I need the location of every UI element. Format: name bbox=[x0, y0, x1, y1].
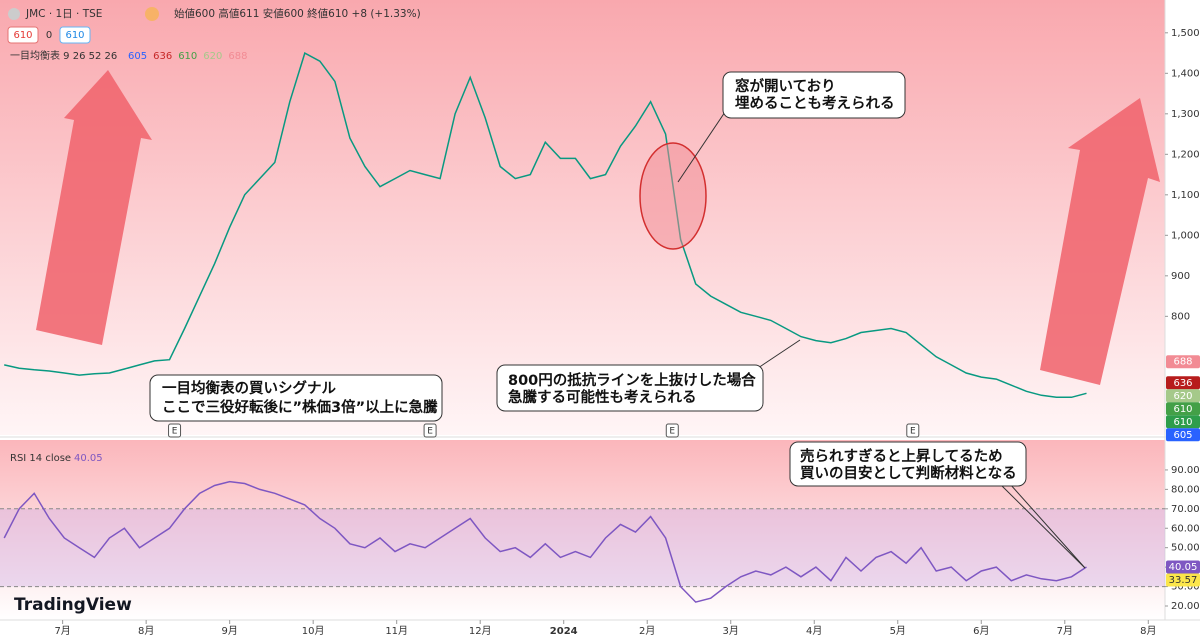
y-tick-label: 1,300 bbox=[1171, 109, 1200, 120]
up-arrow bbox=[1040, 98, 1160, 385]
annotation: 買いの目安として判断材料となる bbox=[800, 464, 1017, 482]
x-tick-label: 12月 bbox=[469, 625, 492, 637]
grid: 800 900 1,000 1,100 1,200 1,300 1,400 1,500 20.0… bbox=[0, 28, 1200, 637]
rsi-title: RSI 14 close bbox=[10, 453, 71, 464]
rsi-value: 40.05 bbox=[74, 453, 103, 464]
price-badge bbox=[1166, 402, 1200, 416]
x-tick-label: 4月 bbox=[806, 625, 822, 637]
price-badge-label: 636 bbox=[1173, 378, 1192, 389]
gap-circle bbox=[639, 142, 707, 250]
line bbox=[4, 52, 1087, 399]
x-tick-label: 11月 bbox=[385, 625, 408, 637]
indicator-value: 610 bbox=[178, 51, 197, 62]
y-tick-label: 30.00 bbox=[1171, 582, 1200, 593]
y-tick-label: 90.00 bbox=[1171, 465, 1200, 476]
event-label: E bbox=[172, 427, 178, 437]
logo bbox=[8, 8, 20, 20]
header-value: 610 bbox=[65, 30, 84, 41]
price-badge bbox=[1166, 415, 1200, 429]
annotation: 800円の抵抗ラインを上抜けした場合 bbox=[508, 371, 756, 389]
rsi-band bbox=[0, 508, 1165, 587]
pointer bbox=[999, 483, 1086, 569]
indicator-value: 605 bbox=[128, 51, 147, 62]
x-tick-label: 3月 bbox=[723, 625, 739, 637]
x-tick-label: 8月 bbox=[1140, 625, 1156, 637]
x-tick-label: 9月 bbox=[221, 625, 237, 637]
x-tick-label: 2月 bbox=[639, 625, 655, 637]
x-tick-label: 5月 bbox=[890, 625, 906, 637]
event-marker bbox=[665, 423, 679, 438]
y-tick-label: 900 bbox=[1171, 271, 1190, 282]
annotation-box bbox=[149, 374, 443, 422]
price-badge-label: 610 bbox=[1173, 417, 1192, 428]
event-marker bbox=[423, 423, 437, 438]
annotation: 一目均衡表の買いシグナル bbox=[162, 379, 336, 397]
annotation: 窓が開いており bbox=[735, 77, 836, 95]
event-label: E bbox=[910, 427, 916, 437]
y-tick-label: 20.00 bbox=[1171, 601, 1200, 612]
price-badge-label: 605 bbox=[1173, 430, 1192, 441]
price-badge-label: 688 bbox=[1173, 357, 1192, 368]
annotation-box bbox=[789, 441, 1027, 487]
indicator-value: 688 bbox=[228, 51, 247, 62]
indicator-value: 636 bbox=[153, 51, 172, 62]
pointer bbox=[1009, 483, 1086, 569]
indicator-values: 605 636 610 620 688 bbox=[128, 51, 247, 62]
ohlc: 始値600 高値611 安値600 終値610 +8 (+1.33%) bbox=[174, 7, 421, 20]
event-marker bbox=[906, 423, 920, 438]
annotation-box bbox=[496, 364, 764, 412]
event-marker bbox=[168, 423, 182, 438]
event-label: E bbox=[669, 427, 675, 437]
header-box bbox=[59, 26, 91, 44]
x-tick-label: 6月 bbox=[973, 625, 989, 637]
status-dot bbox=[145, 7, 159, 21]
annotation-box bbox=[722, 71, 906, 119]
annotation: 急騰する可能性も考えられる bbox=[508, 388, 697, 406]
price-badge-label: 620 bbox=[1173, 391, 1192, 402]
header-box bbox=[7, 26, 39, 44]
price-badge bbox=[1166, 376, 1200, 390]
header-value: 610 bbox=[13, 30, 32, 41]
indicator-value: 620 bbox=[203, 51, 222, 62]
price-badge bbox=[1166, 573, 1200, 587]
x-tick-label: 10月 bbox=[302, 625, 325, 637]
price-badge bbox=[1166, 355, 1200, 369]
price-pane bbox=[0, 0, 1165, 435]
header-value: 0 bbox=[46, 30, 52, 41]
indicator-label: 一目均衡表 9 26 52 26 bbox=[10, 49, 117, 62]
y-tick-label: 800 bbox=[1171, 311, 1190, 322]
price-badge bbox=[1166, 560, 1200, 574]
y-tick-label: 1,200 bbox=[1171, 149, 1200, 160]
annotation: ここで三役好転後に”株価3倍”以上に急騰 bbox=[162, 398, 438, 416]
x-tick-label: 8月 bbox=[138, 625, 154, 637]
y-tick-label: 70.00 bbox=[1171, 504, 1200, 515]
price-badge bbox=[1166, 389, 1200, 403]
y-tick-label: 1,500 bbox=[1171, 28, 1200, 39]
price-badge-label: 610 bbox=[1173, 404, 1192, 415]
event-label: E bbox=[427, 427, 433, 437]
pointer bbox=[677, 111, 726, 183]
line bbox=[3, 480, 1087, 603]
annotation: 売られすぎると上昇してるため bbox=[800, 447, 1003, 465]
price-badge bbox=[1166, 428, 1200, 442]
x-tick-label: 7月 bbox=[54, 625, 70, 637]
annotation: 埋めることも考えられる bbox=[735, 95, 895, 112]
y-tick-label: 80.00 bbox=[1171, 484, 1200, 495]
y-tick-label: 50.00 bbox=[1171, 543, 1200, 554]
x-tick-label: 2024 bbox=[550, 626, 578, 637]
price-badge-label: 40.05 bbox=[1169, 562, 1198, 573]
plot: E E E E 688 636 620 610 610 605 40.05 33.57 bbox=[3, 52, 1200, 603]
price-badge-label: 33.57 bbox=[1169, 575, 1198, 586]
x-tick-label: 7月 bbox=[1057, 625, 1073, 637]
y-tick-label: 60.00 bbox=[1171, 523, 1200, 534]
y-tick-label: 1,400 bbox=[1171, 68, 1200, 79]
up-arrow bbox=[36, 70, 152, 345]
symbol-title: JMC · 1日 · TSE bbox=[25, 8, 102, 20]
y-tick-label: 1,100 bbox=[1171, 190, 1200, 201]
y-tick-label: 1,000 bbox=[1171, 230, 1200, 241]
brand: TradingView bbox=[14, 595, 132, 615]
